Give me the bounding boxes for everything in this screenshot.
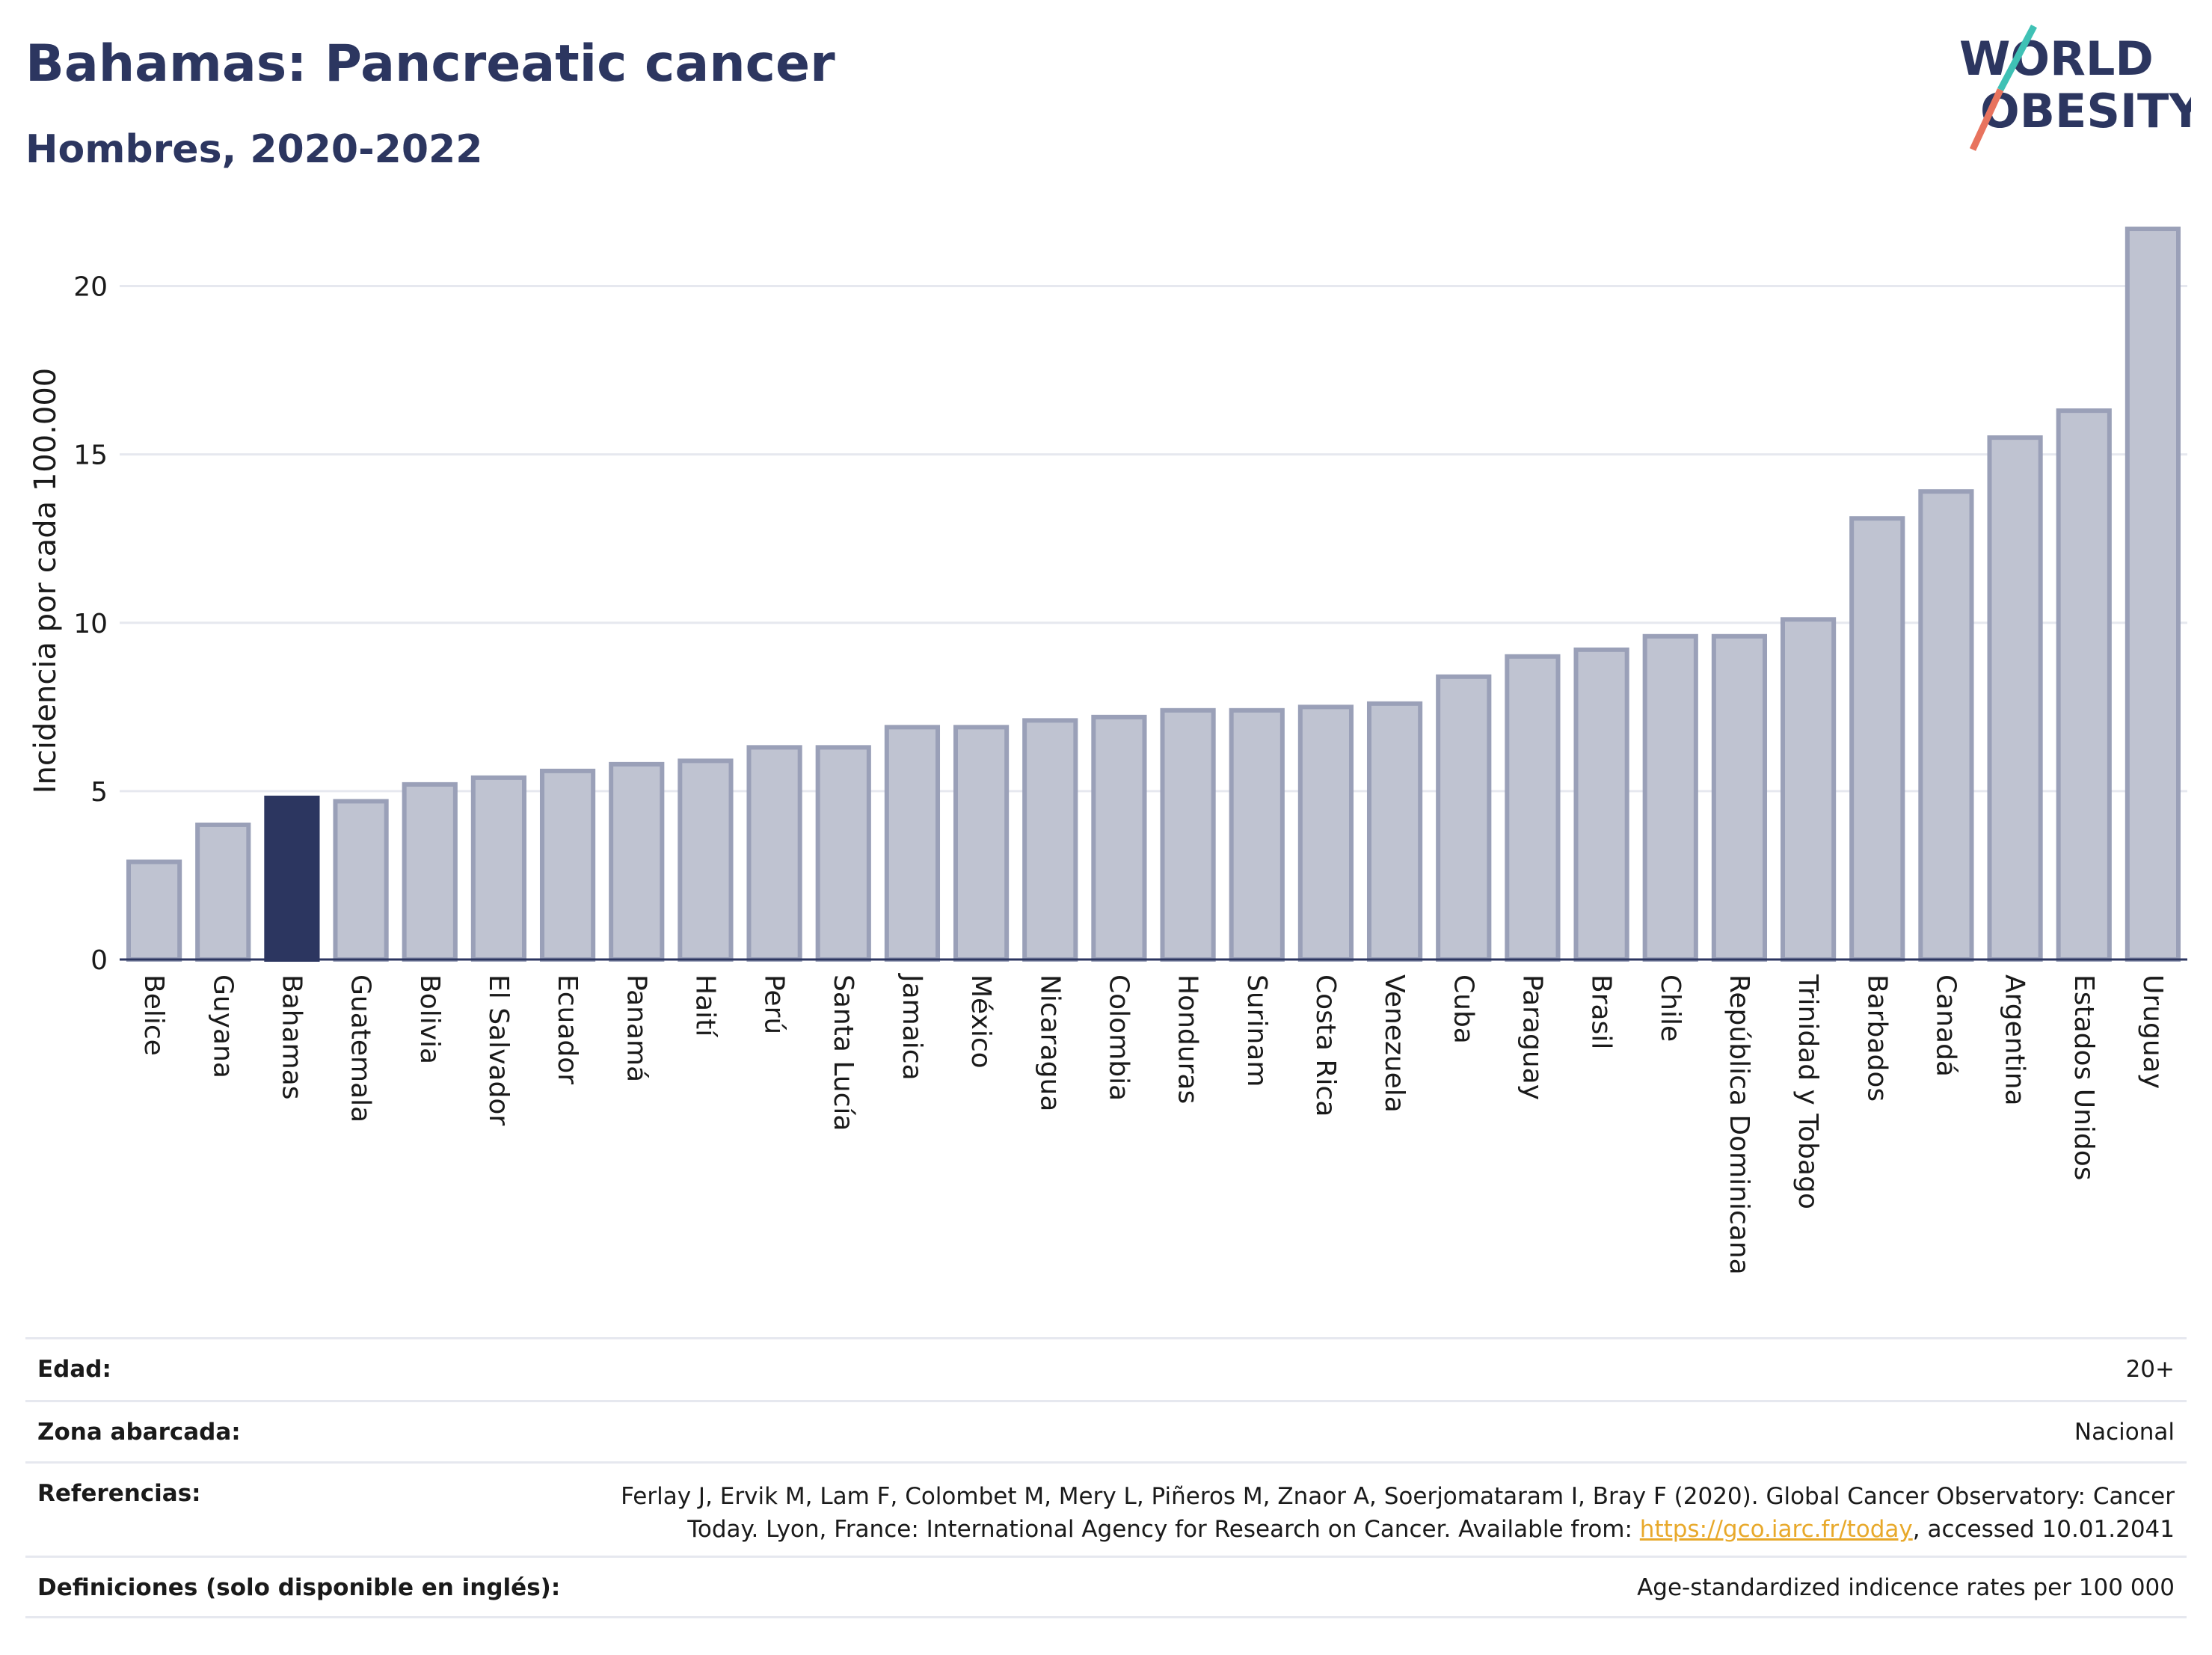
x-tick-label: Perú <box>759 974 790 1034</box>
bar <box>195 822 251 962</box>
x-tick-label: Nicaragua <box>1034 974 1065 1111</box>
footer-value: Ferlay J, Ervik M, Lam F, Colombet M, Me… <box>621 1480 2175 1546</box>
bar <box>1780 617 1837 962</box>
bar <box>126 859 182 962</box>
footer-label: Edad: <box>37 1356 111 1383</box>
bar <box>884 725 941 962</box>
footer-row-age: Edad: 20+ <box>25 1337 2187 1400</box>
x-tick-label: Guatemala <box>345 974 376 1123</box>
bar-chart: 0 5 10 15 20 Incidencia por cada 100.000 Belic… <box>28 227 2187 1275</box>
x-tick-label: Barbados <box>1861 974 1892 1102</box>
footer-label: Zona abarcada: <box>37 1419 241 1446</box>
bar <box>1711 633 1768 962</box>
x-tick-label: Venezuela <box>1379 974 1410 1113</box>
bar <box>609 761 665 962</box>
y-tick-label: 5 <box>90 777 108 808</box>
x-tick-label: Cuba <box>1448 974 1478 1044</box>
x-tick-label: Brasil <box>1586 974 1617 1049</box>
footer-row-definitions: Definiciones (solo disponible en inglés)… <box>25 1556 2187 1618</box>
x-tick-label: República Dominicana <box>1724 974 1754 1275</box>
bar <box>539 768 596 962</box>
logo-line2: OBESITY <box>1980 84 2191 138</box>
bar <box>1297 704 1354 962</box>
x-tick-label: Trinidad y Tobago <box>1792 974 1823 1209</box>
bar <box>1366 701 1423 962</box>
y-tick-label: 20 <box>73 272 108 303</box>
reference-line2-end: , accessed 10.01.2041 <box>1912 1516 2175 1543</box>
chart-title: Bahamas: Pancreatic cancer <box>25 34 835 93</box>
footer-value: Age-standardized indicence rates per 100… <box>1637 1574 2175 1601</box>
bar <box>1573 647 1629 962</box>
bar <box>1022 718 1078 962</box>
x-tick-label: Paraguay <box>1517 974 1547 1100</box>
bar <box>746 745 802 962</box>
footer-row-references: Referencias: Ferlay J, Ervik M, Lam F, C… <box>25 1461 2187 1556</box>
bar <box>1160 707 1216 962</box>
x-tick-label: Canadá <box>1930 974 1961 1077</box>
x-tick-label: Surinam <box>1241 974 1272 1087</box>
bar <box>2125 227 2181 962</box>
x-tick-label: México <box>965 974 996 1069</box>
world-obesity-logo: WORLD OBESITY <box>1959 24 2191 151</box>
reference-line1: Ferlay J, Ervik M, Lam F, Colombet M, Me… <box>621 1483 2175 1510</box>
x-tick-label: Haití <box>689 974 720 1037</box>
x-tick-label: Argentina <box>2000 974 2030 1106</box>
x-tick-label: Jamaica <box>897 973 927 1081</box>
bar <box>1091 714 1147 962</box>
bar <box>470 775 527 962</box>
bar <box>2056 408 2112 962</box>
bar <box>402 782 458 962</box>
bar <box>1918 489 1974 962</box>
bar <box>1987 435 2043 962</box>
bar <box>1642 633 1698 962</box>
bar <box>1229 707 1285 962</box>
x-tick-label: Chile <box>1655 974 1686 1042</box>
x-tick-label: Panamá <box>621 974 651 1082</box>
bar <box>678 758 734 962</box>
reference-line2: Today. Lyon, France: International Agenc… <box>687 1516 1640 1543</box>
bar <box>1436 674 1492 962</box>
logo-slash-teal <box>1997 24 2037 92</box>
chart-subtitle: Hombres, 2020-2022 <box>25 127 483 172</box>
reference-link[interactable]: https://gco.iarc.fr/today <box>1639 1516 1913 1543</box>
y-axis-label: Incidencia por cada 100.000 <box>28 368 63 794</box>
x-tick-label: El Salvador <box>483 974 514 1126</box>
x-tick-label: Belice <box>138 974 169 1056</box>
x-tick-label: Honduras <box>1173 974 1203 1104</box>
footer-value: Nacional <box>2074 1419 2175 1446</box>
footer-row-zone: Zona abarcada: Nacional <box>25 1400 2187 1461</box>
bar <box>1849 516 1905 962</box>
bar <box>953 725 1010 962</box>
bar <box>264 795 320 962</box>
footer-label: Referencias: <box>37 1480 201 1507</box>
y-tick-label: 15 <box>73 440 108 471</box>
x-tick-label: Ecuador <box>552 974 583 1084</box>
x-tick-label: Santa Lucía <box>828 974 858 1131</box>
x-tick-label: Colombia <box>1103 974 1134 1101</box>
footer-value: 20+ <box>2125 1356 2175 1383</box>
x-tick-label: Costa Rica <box>1310 974 1341 1117</box>
footer-label: Definiciones (solo disponible en inglés)… <box>37 1574 561 1601</box>
x-tick-label: Bolivia <box>414 974 445 1064</box>
bar <box>1505 654 1561 962</box>
x-tick-label: Guyana <box>207 974 238 1078</box>
bar <box>333 799 389 962</box>
footer-table: Edad: 20+ Zona abarcada: Nacional Refere… <box>25 1337 2187 1618</box>
bar <box>815 745 871 962</box>
x-tick-label: Estados Unidos <box>2068 974 2099 1181</box>
logo-slash-red <box>1969 88 2004 151</box>
y-tick-label: 0 <box>90 945 108 976</box>
y-tick-label: 10 <box>73 609 108 639</box>
x-tick-label: Uruguay <box>2137 974 2168 1089</box>
x-tick-label: Bahamas <box>276 974 307 1100</box>
logo-line1: WORLD <box>1959 31 2154 86</box>
